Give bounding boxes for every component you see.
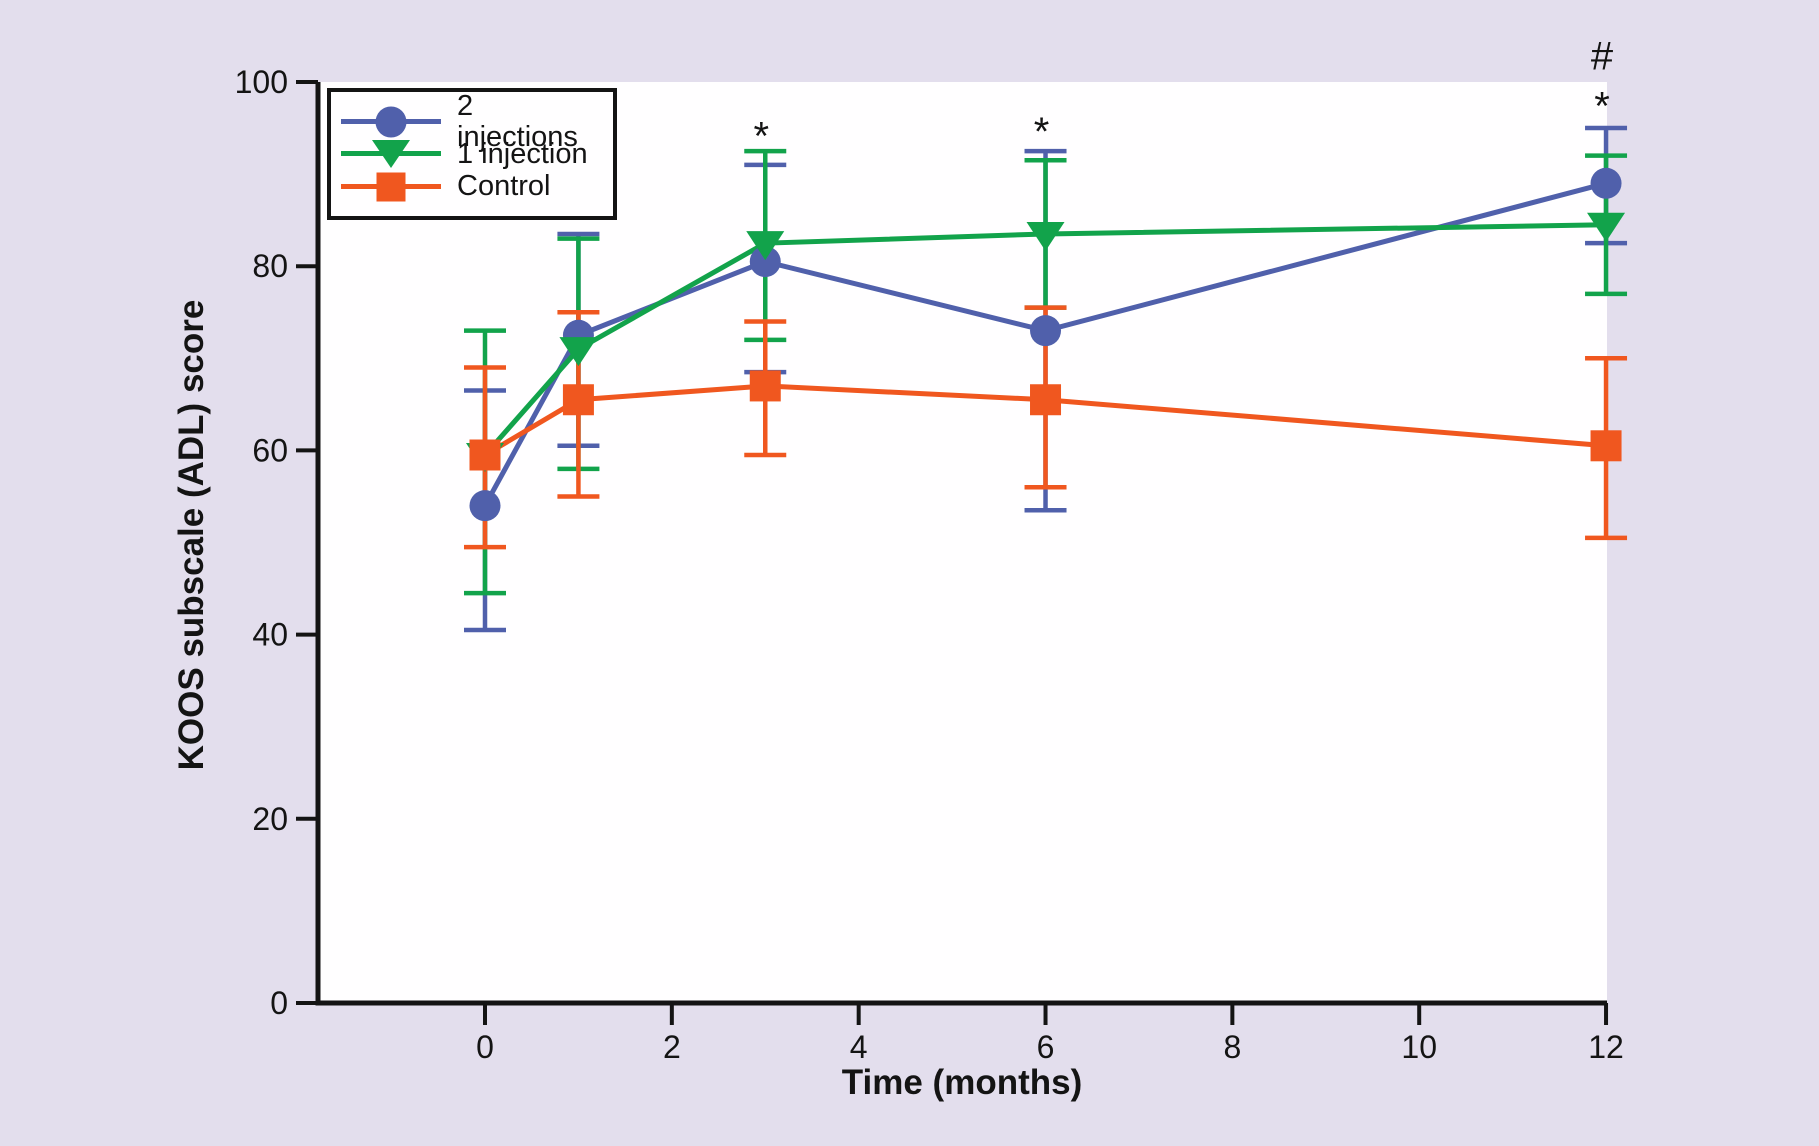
x-tick-label: 2: [663, 1029, 681, 1065]
data-point: [1030, 315, 1062, 347]
y-tick-label: 0: [270, 985, 288, 1021]
legend-label: Control: [457, 170, 551, 202]
x-axis-title: Time (months): [841, 1063, 1083, 1102]
x-tick-label: 4: [850, 1029, 868, 1065]
significance-marker: *: [753, 115, 769, 159]
legend-swatch: [341, 170, 441, 204]
data-point: [469, 439, 501, 471]
series-markers-square: [469, 370, 1622, 471]
square-marker-icon: [376, 172, 406, 201]
significance-marker: *: [1594, 84, 1610, 128]
x-tick-label: 0: [476, 1029, 494, 1065]
data-point: [749, 370, 781, 402]
data-point: [749, 246, 781, 278]
data-point: [562, 384, 594, 416]
data-point: [1587, 212, 1626, 242]
data-point: [1590, 167, 1622, 199]
x-tick-label: 12: [1588, 1029, 1624, 1065]
significance-marker: *: [1034, 110, 1050, 154]
legend-item-1-injection: 1 injection: [341, 137, 593, 171]
y-tick-label: 40: [252, 617, 288, 653]
series-markers-circle: [469, 167, 1622, 522]
legend-swatch: [341, 105, 441, 139]
x-tick-label: 6: [1037, 1029, 1055, 1065]
plot-area: [320, 82, 1607, 1003]
y-tick-label: 60: [252, 432, 288, 468]
data-point: [1026, 221, 1065, 251]
y-tick-label: 100: [235, 64, 288, 100]
y-axis-title: KOOS subscale (ADL) score: [172, 299, 211, 771]
significance-marker: #: [1591, 35, 1614, 79]
data-point: [469, 490, 501, 522]
legend-label: 1 injection: [457, 137, 588, 170]
legend-swatch: [341, 137, 441, 171]
legend-item-2-injections: 2 injections: [341, 90, 593, 152]
y-tick-label: 20: [252, 801, 288, 837]
data-point: [1030, 384, 1062, 416]
legend-item-control: Control: [341, 171, 593, 202]
triangle-down-marker-icon: [372, 140, 410, 168]
legend-label: 2 injections: [457, 89, 578, 153]
y-tick-label: 80: [252, 248, 288, 284]
data-point: [559, 337, 598, 367]
legend: 2 injections 1 injection Control: [327, 88, 617, 220]
circle-marker-icon: [375, 106, 407, 137]
data-point: [746, 231, 785, 261]
x-tick-label: 10: [1401, 1029, 1437, 1065]
data-point: [1590, 430, 1622, 462]
x-tick-label: 8: [1223, 1029, 1241, 1065]
